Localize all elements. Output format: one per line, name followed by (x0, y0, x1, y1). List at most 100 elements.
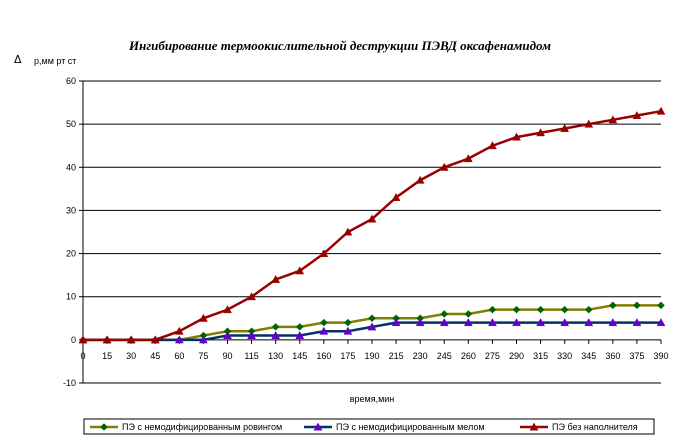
data-point (78, 335, 88, 344)
data-point (126, 335, 136, 344)
x-tick-label: 390 (653, 351, 668, 361)
series-group (78, 106, 666, 344)
x-tick-label: 145 (292, 351, 307, 361)
legend: ПЭ с немодифицированным ровингом ПЭ с нем… (83, 418, 655, 435)
data-point (439, 318, 449, 327)
legend-entry: ПЭ с немодифицированным ровингом (122, 422, 282, 432)
data-point (415, 318, 425, 327)
x-tick-label: 315 (533, 351, 548, 361)
data-point (463, 154, 473, 163)
y-tick-label: 50 (66, 119, 76, 129)
legend-marker (100, 423, 108, 431)
data-point (608, 318, 618, 327)
data-point (198, 313, 208, 322)
data-point (391, 192, 401, 201)
data-point (295, 266, 305, 275)
x-tick-label: 375 (629, 351, 644, 361)
data-point (584, 119, 594, 128)
data-point (512, 305, 521, 314)
x-tick-label: 75 (198, 351, 208, 361)
data-point (584, 318, 594, 327)
legend-marker (313, 422, 323, 431)
x-tick-label: 330 (557, 351, 572, 361)
data-point (439, 162, 449, 171)
data-point (391, 318, 401, 327)
data-point (198, 335, 208, 344)
x-tick-label: 60 (174, 351, 184, 361)
x-tick-label: 115 (244, 351, 258, 361)
data-point (247, 331, 257, 339)
data-point (560, 318, 570, 327)
data-point (560, 123, 570, 132)
data-point (608, 301, 617, 310)
data-point (344, 318, 352, 327)
data-point (102, 335, 112, 344)
data-point (440, 310, 449, 318)
x-tick-label: 260 (461, 351, 476, 361)
data-point (415, 175, 425, 184)
data-point (657, 301, 665, 310)
series-3 (78, 106, 666, 344)
data-point (319, 249, 329, 258)
x-axis-label: время,мин (350, 394, 395, 404)
legend-entry: ПЭ без наполнителя (552, 422, 638, 432)
x-tick-label: 290 (509, 351, 524, 361)
data-point (463, 318, 473, 327)
data-point (295, 331, 305, 339)
legend-box (83, 418, 655, 435)
data-point (271, 331, 281, 339)
data-point (223, 331, 232, 339)
y-tick-label: 40 (66, 162, 76, 172)
x-tick-label: 130 (268, 351, 283, 361)
x-tick-label: 30 (126, 351, 136, 361)
x-tick-label: 15 (102, 351, 112, 361)
data-point (488, 305, 497, 314)
data-point (319, 318, 328, 327)
data-point (271, 274, 281, 283)
x-tick-label: 45 (150, 351, 160, 361)
data-point (536, 128, 546, 137)
x-tick-label: 345 (581, 351, 596, 361)
data-point (632, 110, 642, 119)
data-point (343, 326, 353, 335)
y-tick-label: 10 (66, 292, 76, 302)
chart-title: Ингибирование термоокислительной деструк… (128, 38, 551, 53)
x-tick-label: 190 (364, 351, 379, 361)
series-2 (78, 318, 666, 344)
x-tick-label: 360 (605, 351, 620, 361)
data-point (487, 318, 497, 327)
y-tick-label: 0 (71, 335, 76, 345)
y-tick-label: -10 (63, 378, 76, 388)
series-line (83, 109, 662, 342)
data-point (536, 318, 546, 327)
data-point (174, 326, 184, 335)
data-point (368, 314, 376, 323)
data-point (536, 305, 545, 314)
data-point (608, 115, 618, 124)
data-point (487, 141, 497, 150)
y-tick-label: 30 (66, 205, 76, 215)
data-point (633, 301, 641, 310)
data-point (150, 335, 160, 344)
data-point (295, 323, 304, 331)
data-point (247, 292, 257, 301)
data-point (464, 310, 473, 318)
data-point (656, 318, 666, 327)
x-tick-label: 245 (437, 351, 452, 361)
gridlines (83, 80, 661, 384)
x-tick-label: 90 (222, 351, 232, 361)
legend-marker (529, 422, 539, 431)
data-point (343, 227, 353, 236)
y-axis-label: р,мм рт ст (34, 56, 76, 66)
data-point (632, 318, 642, 327)
y-axis-symbol: Δ (14, 53, 22, 66)
data-point (560, 305, 569, 314)
x-tick-label: 230 (413, 351, 428, 361)
y-tick-labels: -10 0 10 20 30 40 50 60 (63, 76, 76, 388)
data-point (584, 305, 593, 314)
x-tick-label: 175 (340, 351, 355, 361)
legend-entry: ПЭ с немодифицированным мелом (336, 422, 485, 432)
x-tick-label: 275 (485, 351, 500, 361)
x-tick-label: 215 (389, 351, 404, 361)
